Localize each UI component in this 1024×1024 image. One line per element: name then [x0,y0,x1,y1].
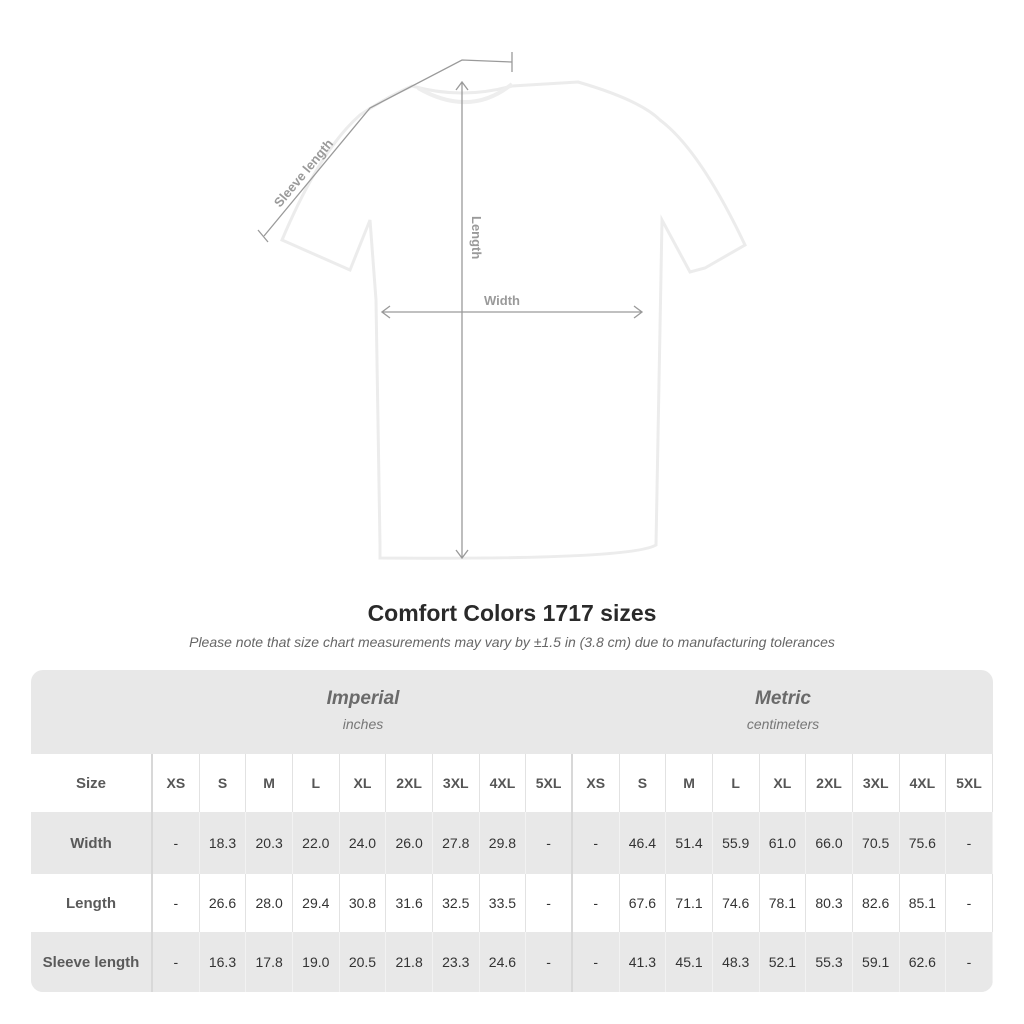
table-cell: 75.6 [900,812,947,874]
table-cell: 55.9 [713,812,760,874]
size-header-cell: XS [153,754,200,812]
size-header-cell: XL [760,754,807,812]
table-cell: 19.0 [293,932,340,992]
imperial-unit: inches [342,716,384,732]
metric-unit: centimeters [746,716,820,732]
table-cell: 33.5 [480,874,527,932]
table-cell: - [526,932,573,992]
size-header-cell: XS [573,754,620,812]
table-cell: 80.3 [806,874,853,932]
table-cell: 32.5 [433,874,480,932]
metric-header: Metric centimeters [573,670,993,754]
table-row: Width -18.3 20.3 22.0 24.0 26.0 27.8 29.8- -46.4… [31,812,993,874]
table-cell: 26.6 [200,874,247,932]
table-cell: 24.6 [480,932,527,992]
metric-label: Metric [755,688,811,709]
table-cell: 61.0 [760,812,807,874]
table-cell: - [573,874,620,932]
table-cell: 21.8 [386,932,433,992]
tshirt-diagram: Sleeve length Length Width [257,52,747,560]
table-cell: 48.3 [713,932,760,992]
collar [417,82,514,105]
table-cell: 55.3 [806,932,853,992]
table-cell: - [153,874,200,932]
size-header-row: Size XS S M L XL 2XL 3XL 4XL 5XL XS S M L XL 2XL 3XL 4XL 5… [31,754,993,812]
table-cell: 26.0 [386,812,433,874]
table-cell: 62.6 [900,932,947,992]
size-header-cell: XL [340,754,387,812]
table-cell: 23.3 [433,932,480,992]
table-cell: 82.6 [853,874,900,932]
table-cell: - [946,874,993,932]
table-cell: 18.3 [200,812,247,874]
length-label: Length [469,216,484,259]
page-title: Comfort Colors 1717 sizes [367,600,657,626]
size-header-cell: 5XL [946,754,993,812]
tolerance-note: Please note that size chart measurements… [189,634,835,650]
table-cell: 16.3 [200,932,247,992]
table-cell: 27.8 [433,812,480,874]
size-header-cell: 4XL [900,754,947,812]
table-cell: 52.1 [760,932,807,992]
size-header-cell: L [293,754,340,812]
size-header-cell: L [713,754,760,812]
table-cell: 59.1 [853,932,900,992]
table-cell: 20.5 [340,932,387,992]
imperial-label: Imperial [326,688,400,709]
table-cell: 78.1 [760,874,807,932]
table-cell: 29.8 [480,812,527,874]
table-cell: 20.3 [246,812,293,874]
table-cell: - [526,874,573,932]
table-cell: 46.4 [620,812,667,874]
row-label: Size [31,754,153,812]
row-label: Sleeve length [31,932,153,992]
size-header-cell: 3XL [433,754,480,812]
table-cell: - [946,812,993,874]
table-cell: 24.0 [340,812,387,874]
length-line [455,80,469,560]
table-cell: - [153,812,200,874]
table-row: Length -26.6 28.0 29.4 30.8 31.6 32.5 33.5- -67.… [31,874,993,932]
table-cell: 45.1 [666,932,713,992]
row-label: Width [31,812,153,874]
table-cell: - [573,812,620,874]
row-label: Length [31,874,153,932]
size-header-cell: M [246,754,293,812]
size-header-cell: 4XL [480,754,527,812]
size-header-cell: 2XL [386,754,433,812]
width-label: Width [484,293,520,308]
size-header-cell: 2XL [806,754,853,812]
size-header-cell: M [666,754,713,812]
size-header-cell: 3XL [853,754,900,812]
tshirt-image [280,80,747,560]
table-cell: 71.1 [666,874,713,932]
table-cell: - [153,932,200,992]
sleeve-tick [257,52,513,243]
size-header-cell: S [620,754,667,812]
table-cell: - [526,812,573,874]
imperial-header: Imperial inches [153,670,573,754]
table-cell: 28.0 [246,874,293,932]
table-cell: 22.0 [293,812,340,874]
size-table: Imperial inches Metric centimeters Size X… [31,670,993,992]
table-cell: 66.0 [806,812,853,874]
table-cell: - [946,932,993,992]
table-row: Sleeve length -16.3 17.8 19.0 20.5 21.8 23.3 24… [31,932,993,992]
table-cell: 67.6 [620,874,667,932]
table-cell: - [573,932,620,992]
table-cell: 31.6 [386,874,433,932]
table-cell: 74.6 [713,874,760,932]
sleeve-length-line [263,59,513,237]
table-cell: 30.8 [340,874,387,932]
size-header-cell: S [200,754,247,812]
table-cell: 51.4 [666,812,713,874]
table-cell: 41.3 [620,932,667,992]
size-header-cell: 5XL [526,754,573,812]
table-cell: 70.5 [853,812,900,874]
table-cell: 17.8 [246,932,293,992]
table-cell: 29.4 [293,874,340,932]
width-line [380,305,644,319]
table-cell: 85.1 [900,874,947,932]
